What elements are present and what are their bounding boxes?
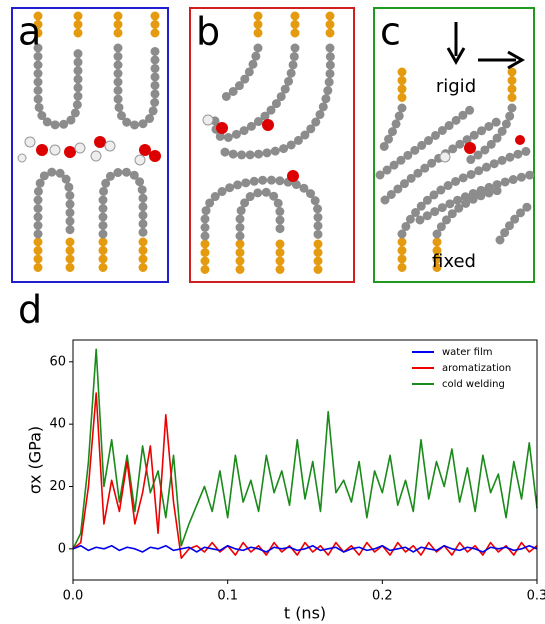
y-tick-label: 20 <box>49 479 66 494</box>
legend-label: cold welding <box>442 379 505 390</box>
rigid-label: rigid <box>436 76 476 97</box>
arrow-right <box>478 50 526 70</box>
panel-c: c rigid fixed <box>373 7 535 283</box>
chart: d 0 20 40 60 0.0 0.1 0.2 0.3 t (ns) σx (GPa) water … <box>18 288 545 623</box>
x-tick-label: 0.0 <box>63 589 84 604</box>
fixed-label: fixed <box>432 251 476 272</box>
y-tick-label: 40 <box>49 417 66 432</box>
legend-label: water film <box>442 347 493 358</box>
x-axis-label: t (ns) <box>284 604 326 623</box>
gold-chains <box>397 67 517 275</box>
panel-label: d <box>18 288 42 332</box>
y-tick-label: 0 <box>58 541 66 556</box>
water-molecules <box>17 136 161 166</box>
x-tick-label: 0.2 <box>372 589 393 604</box>
plot-frame <box>72 339 538 581</box>
carbon-chains <box>200 43 335 241</box>
gold-chains <box>33 11 160 277</box>
carbon-chains <box>33 43 160 239</box>
series-line <box>72 348 538 550</box>
panel-label: b <box>196 10 220 54</box>
arrow-down <box>446 22 466 66</box>
x-tick-label: 0.3 <box>527 589 545 604</box>
panel-frame <box>189 7 355 283</box>
y-tick-label: 60 <box>49 354 66 369</box>
panel-label: c <box>380 10 401 54</box>
gold-chains <box>200 11 335 279</box>
series-line <box>72 392 538 559</box>
legend-label: aromatization <box>442 363 511 374</box>
carbon-chains <box>375 103 535 245</box>
x-tick-label: 0.1 <box>217 589 238 604</box>
y-axis-label: σx (GPa) <box>26 426 45 494</box>
series-line <box>72 544 538 553</box>
panel-label: a <box>18 10 41 54</box>
panel-a: a <box>11 7 169 283</box>
panel-b: b <box>189 7 355 283</box>
